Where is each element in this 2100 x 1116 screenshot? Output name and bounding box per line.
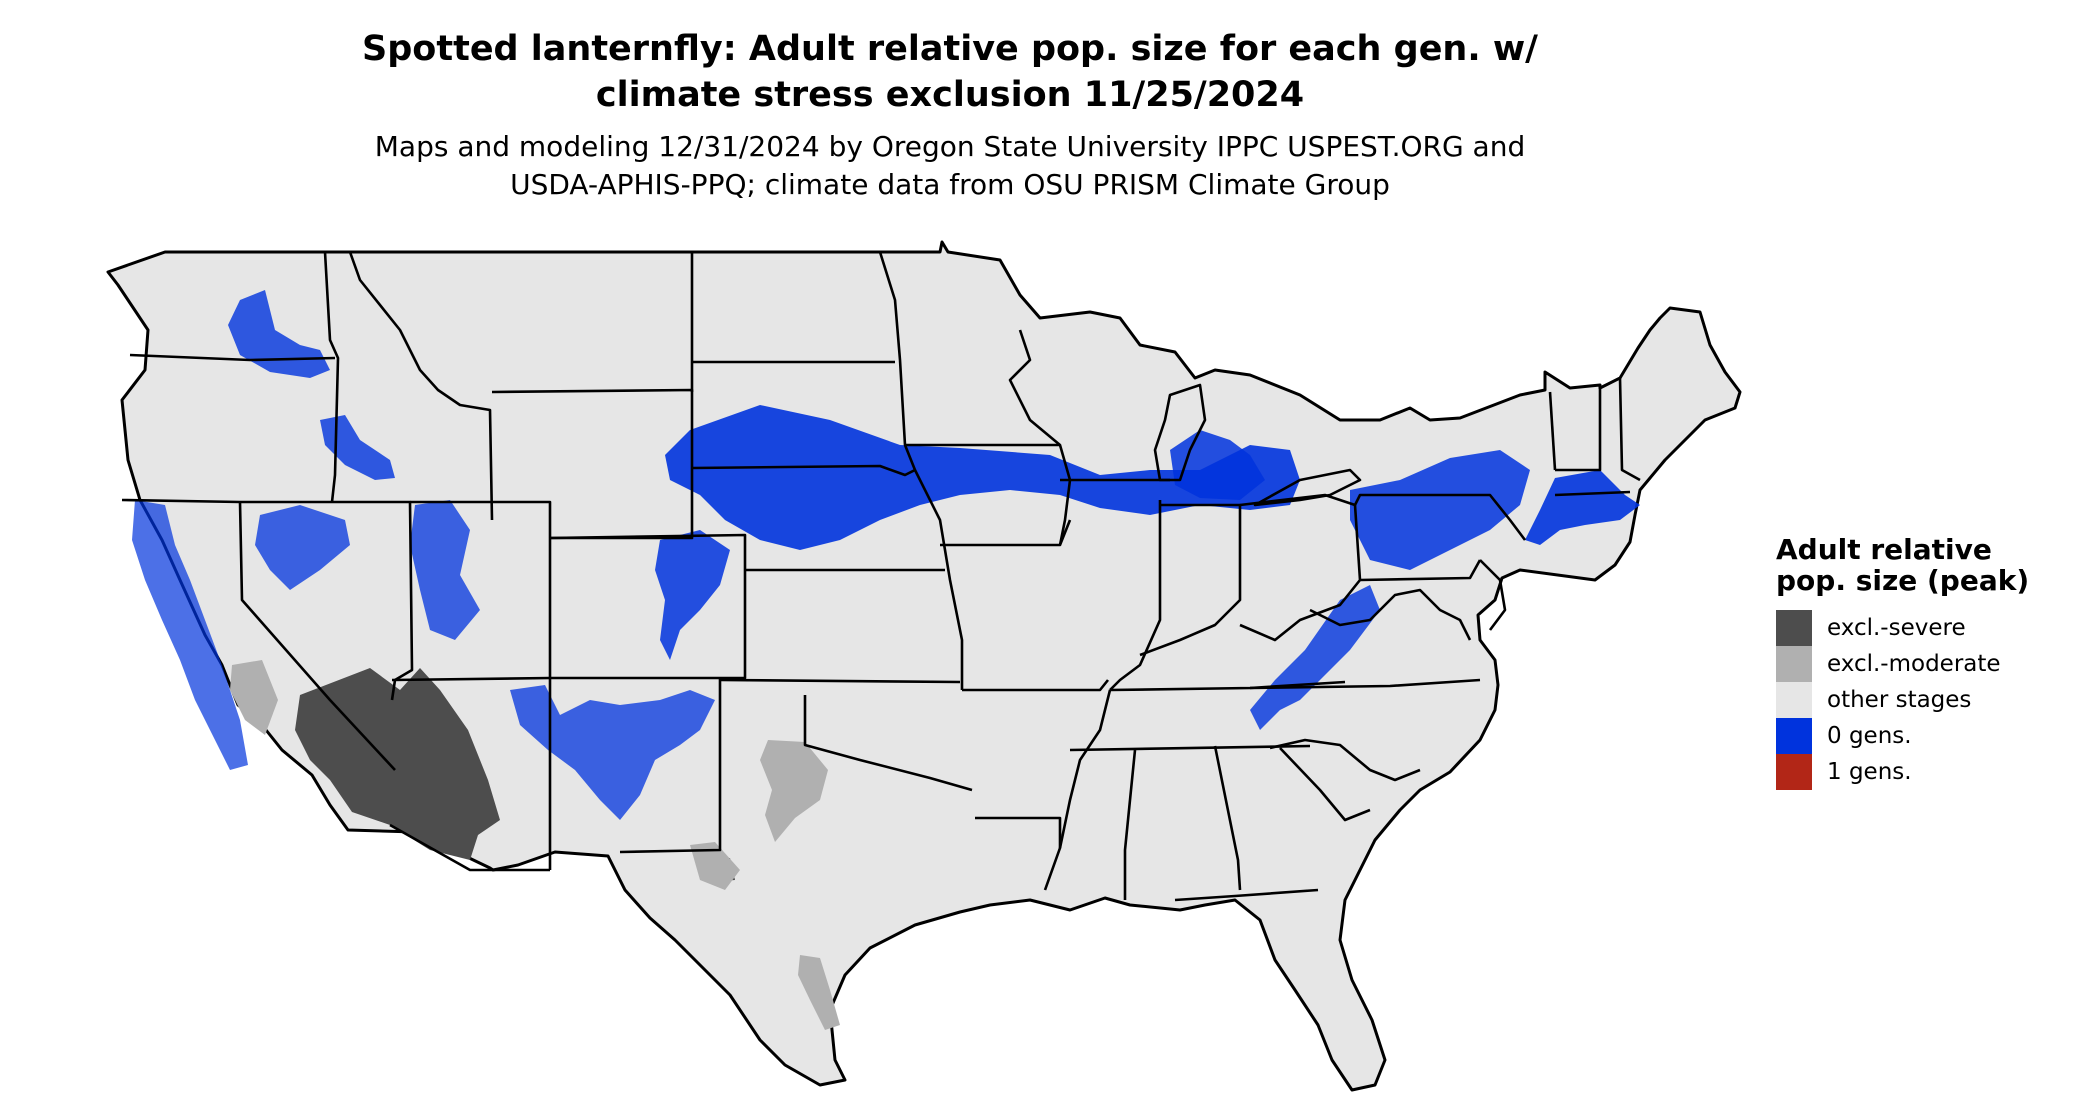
border-nh-me xyxy=(1618,377,1641,482)
zero-gens-band-new-mexico xyxy=(510,685,715,820)
legend-title: Adult relative pop. size (peak) xyxy=(1776,533,2030,597)
border-lake-michigan xyxy=(1153,383,1207,482)
legend-label: excl.-severe xyxy=(1827,615,1966,641)
legend-item: other stages xyxy=(1776,682,2036,718)
zero-gens-band-utah xyxy=(410,500,480,640)
us-landmass xyxy=(106,240,1742,1092)
legend-swatch xyxy=(1776,754,1812,790)
border-ms-river xyxy=(1058,689,1112,849)
border-mn-wi xyxy=(1008,329,1072,546)
excl-moderate-region-tx xyxy=(760,740,828,842)
map-subtitle-line-2: USDA-APHIS-PPQ; climate data from OSU PR… xyxy=(510,168,1390,201)
legend-swatch xyxy=(1776,646,1812,682)
state-borders xyxy=(121,251,1641,902)
map-title: Spotted lanternfly: Adult relative pop. … xyxy=(250,26,1650,118)
border-or-ca xyxy=(121,498,241,504)
legend-item: excl.-moderate xyxy=(1776,646,2036,682)
border-ut-az xyxy=(391,676,551,682)
border-id-mt xyxy=(348,251,494,521)
border-mo-ar xyxy=(962,679,1110,692)
excl-moderate-region-ca xyxy=(230,660,278,735)
zero-gens-band-colorado xyxy=(655,530,730,660)
border-ok-tx xyxy=(803,695,973,792)
border-sd-ne xyxy=(691,464,916,477)
map-title-line-2: climate stress exclusion 11/25/2024 xyxy=(595,75,1305,115)
legend-label: 0 gens. xyxy=(1827,723,1912,749)
zero-gens-band-plains xyxy=(665,405,1300,550)
border-ma-ct xyxy=(1554,490,1631,497)
zero-gens-band-appalachia xyxy=(1250,585,1380,730)
border-wa-or xyxy=(129,353,336,362)
border-lake-erie xyxy=(1253,468,1362,507)
border-ga-fl xyxy=(1174,888,1319,902)
zero-gens-band-nevada xyxy=(255,505,350,590)
map-title-line-1: Spotted lanternfly: Adult relative pop. … xyxy=(362,29,1538,69)
border-nm-tx xyxy=(619,678,722,854)
border-nc-sc xyxy=(1269,738,1421,782)
legend-items: excl.-severe excl.-moderate other stages 0 … xyxy=(1776,610,2036,790)
legend-item: 0 gens. xyxy=(1776,718,2036,754)
border-il-in xyxy=(1109,500,1162,691)
border-ar-la xyxy=(975,816,1062,891)
legend-item: 1 gens. xyxy=(1776,754,2036,790)
border-ms-al xyxy=(1123,749,1137,900)
border-pa-south xyxy=(1359,559,1482,582)
border-ny-vt xyxy=(1548,391,1557,471)
zero-gens-band-michigan xyxy=(1170,430,1265,500)
map-subtitle: Maps and modeling 12/31/2024 by Oregon S… xyxy=(250,128,1650,204)
border-ks-ok xyxy=(719,678,961,684)
legend-swatch xyxy=(1776,718,1812,754)
border-ga-sc xyxy=(1279,747,1371,822)
border-va-nc xyxy=(1249,678,1481,690)
border-ut-east xyxy=(410,500,552,538)
border-nv-ca xyxy=(238,501,396,771)
conus-map xyxy=(106,240,1742,1092)
zero-gens-band-idaho xyxy=(320,415,395,480)
map-subtitle-line-1: Maps and modeling 12/31/2024 by Oregon S… xyxy=(374,130,1526,163)
border-vt-nh xyxy=(1555,385,1602,472)
border-co xyxy=(549,533,747,680)
zero-gens-band-ca-coast xyxy=(132,500,248,770)
zero-gens-band-new-england xyxy=(1525,470,1640,545)
border-nv-ut xyxy=(240,500,414,701)
zero-gens-band-great-lakes xyxy=(1350,450,1530,570)
legend-swatch xyxy=(1776,682,1812,718)
excl-moderate-region-tx-south xyxy=(798,955,840,1030)
legend-item: excl.-severe xyxy=(1776,610,2036,646)
border-pa-ny xyxy=(1353,493,1527,541)
zero-gens-zones xyxy=(132,290,1640,820)
border-oh-pa xyxy=(1239,493,1362,642)
excl-moderate-region-tx-west xyxy=(690,842,740,890)
legend-label: other stages xyxy=(1827,687,1972,713)
border-nd-mn xyxy=(878,251,964,690)
border-az-mex xyxy=(389,823,550,872)
zero-gens-band-northwest xyxy=(228,290,330,378)
border-nj xyxy=(1479,559,1507,631)
legend-swatch xyxy=(1776,610,1812,646)
border-id-west xyxy=(323,251,340,503)
legend-label: 1 gens. xyxy=(1827,759,1912,785)
legend-label: excl.-moderate xyxy=(1827,651,2001,677)
border-al-ga xyxy=(1213,745,1242,891)
border-in-oh xyxy=(1139,503,1242,657)
border-va-wv xyxy=(1309,588,1472,641)
map-legend: Adult relative pop. size (peak) excl.-se… xyxy=(1776,534,2036,790)
